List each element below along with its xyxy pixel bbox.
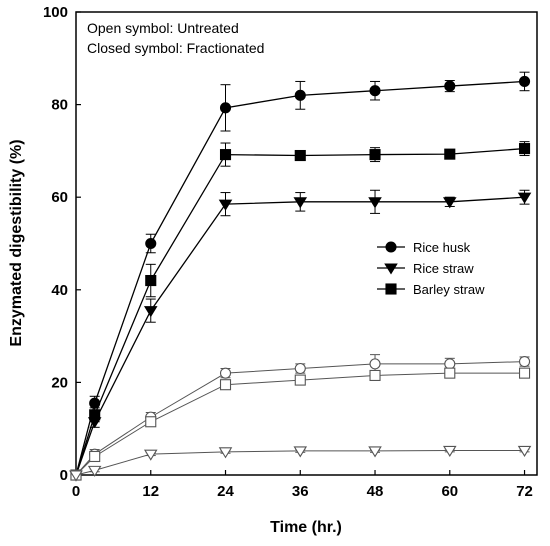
series-line (75, 147, 525, 476)
x-tick-label: 24 (217, 483, 234, 500)
series-line (75, 196, 525, 476)
annotation-open: Open symbol: Untreated (87, 20, 239, 36)
marker-triangle-down (368, 446, 382, 458)
marker-square (89, 409, 101, 421)
legend-label: Rice straw (413, 261, 474, 276)
marker-square (444, 367, 456, 379)
marker-triangle-down (143, 449, 158, 461)
series-line (75, 361, 525, 476)
marker-circle (444, 80, 456, 92)
marker-square (294, 374, 306, 386)
marker-square (294, 149, 306, 162)
legend-item: Barley straw (377, 282, 485, 297)
plot-frame (75, 11, 538, 476)
y-tick-label: 20 (51, 374, 68, 391)
marker-square (219, 149, 232, 161)
marker-circle (369, 358, 381, 370)
marker-circle (369, 85, 381, 97)
y-tick-label: 80 (51, 97, 68, 114)
marker-square (145, 274, 157, 287)
axes: 0 12 24 36 48 60 72 0 20 40 60 80 100 (43, 4, 538, 500)
x-tick-label: 60 (441, 483, 458, 500)
marker-square (369, 369, 381, 382)
marker-circle (385, 241, 397, 253)
x-tick-label: 12 (142, 483, 159, 500)
x-tick-label: 48 (367, 483, 384, 500)
series-line (75, 372, 525, 476)
annotation-closed: Closed symbol: Fractionated (87, 40, 264, 56)
marker-square (145, 416, 157, 428)
marker-triangle-down (368, 197, 382, 209)
marker-triangle-down (443, 445, 457, 458)
marker-triangle-down (218, 199, 233, 211)
legend-item: Rice straw (377, 261, 474, 276)
marker-triangle-down (293, 446, 308, 458)
legend-label: Barley straw (413, 282, 485, 297)
x-tick-label: 36 (292, 483, 309, 500)
marker-square (444, 148, 456, 160)
marker-triangle-down (384, 263, 398, 275)
marker-square (89, 450, 101, 463)
marker-square (369, 149, 381, 161)
marker-circle (294, 89, 306, 101)
marker-triangle-down (69, 470, 83, 482)
y-tick-label: 0 (60, 467, 68, 484)
x-tick-label: 0 (72, 483, 80, 500)
series-untreated-square (70, 367, 531, 481)
legend: Rice husk Rice straw Barley straw (377, 240, 485, 297)
marker-circle (518, 356, 531, 368)
marker-triangle-down (87, 465, 102, 477)
marker-square (385, 283, 397, 295)
marker-circle (294, 362, 306, 375)
marker-triangle-down (143, 306, 158, 318)
marker-circle (219, 367, 232, 379)
marker-triangle-down (517, 445, 532, 458)
marker-circle (444, 358, 456, 370)
legend-item: Rice husk (377, 240, 471, 255)
series-untreated-triangle-down (69, 445, 532, 482)
marker-square (518, 143, 531, 155)
marker-triangle-down (293, 197, 308, 209)
y-tick-label: 60 (51, 189, 68, 206)
marker-circle (518, 75, 531, 87)
y-axis-title: Enzymated digestibility (%) (8, 139, 25, 346)
marker-circle (219, 102, 232, 114)
x-tick-label: 72 (516, 483, 533, 500)
marker-square (518, 367, 531, 379)
y-tick-label: 40 (51, 282, 68, 299)
x-axis-title: Time (hr.) (270, 519, 342, 536)
marker-triangle-down (517, 192, 532, 204)
marker-triangle-down (218, 447, 233, 459)
legend-label: Rice husk (413, 240, 471, 255)
marker-triangle-down (443, 197, 457, 209)
series-layer (69, 71, 532, 482)
marker-square (219, 379, 232, 391)
y-tick-label: 100 (43, 4, 68, 21)
marker-circle (145, 237, 157, 250)
series-fractionated-circle (70, 71, 531, 481)
series-fractionated-triangle-down (69, 189, 532, 482)
series-line (75, 449, 525, 476)
series-line (75, 80, 525, 476)
series-fractionated-square (70, 141, 531, 481)
